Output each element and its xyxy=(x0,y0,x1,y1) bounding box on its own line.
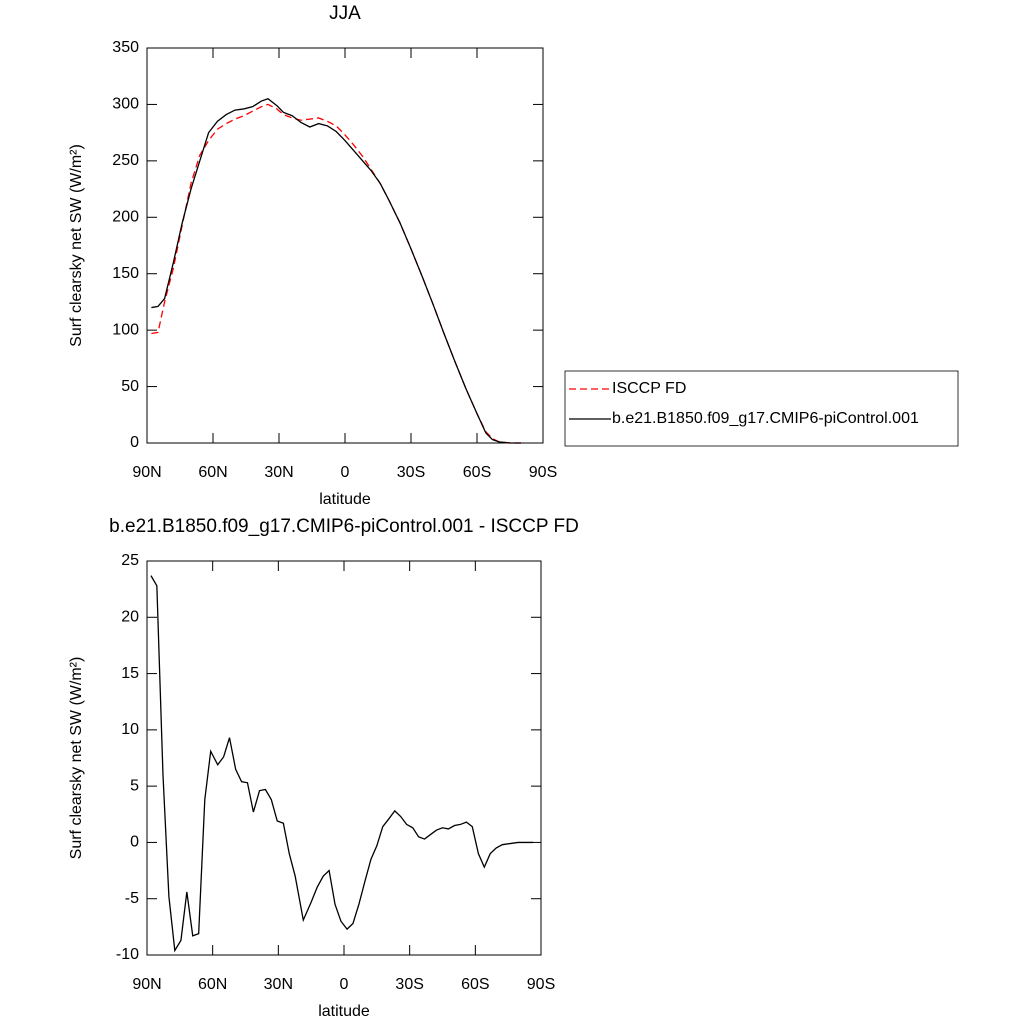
x-tick-label: 60N xyxy=(198,976,227,993)
x-tick-label: 90N xyxy=(132,464,161,481)
x-tick-label: 0 xyxy=(341,464,350,481)
x-tick-label: 30N xyxy=(264,976,293,993)
x-tick-label: 30N xyxy=(264,464,293,481)
y-tick-label: -5 xyxy=(125,890,139,907)
x-tick-label: 90S xyxy=(529,464,557,481)
data-line xyxy=(150,575,534,953)
y-tick-label: 150 xyxy=(112,265,139,282)
data-line xyxy=(151,103,521,444)
x-tick-label: 0 xyxy=(340,976,349,993)
y-tick-label: 350 xyxy=(112,39,139,56)
x-tick-label: 60S xyxy=(463,464,491,481)
y-tick-label: 0 xyxy=(130,834,139,851)
y-tick-label: 0 xyxy=(130,434,139,451)
y-tick-label: 25 xyxy=(121,552,139,569)
y-tick-label: 200 xyxy=(112,209,139,226)
x-tick-label: 30S xyxy=(397,464,425,481)
x-tick-label: 90N xyxy=(132,976,161,993)
y-tick-label: 15 xyxy=(121,665,139,682)
x-tick-label: 30S xyxy=(395,976,423,993)
title: b.e21.B1850.f09_g17.CMIP6-piControl.001 … xyxy=(109,516,579,537)
plot-frame xyxy=(146,560,542,956)
y-tick-label: 100 xyxy=(112,321,139,338)
y-tick-label: 20 xyxy=(121,609,139,626)
legend-label: ISCCP FD xyxy=(612,380,686,397)
x-axis-label: latitude xyxy=(319,491,371,508)
x-tick-label: 60N xyxy=(198,464,227,481)
y-tick-label: 300 xyxy=(112,96,139,113)
y-tick-label: 5 xyxy=(130,777,139,794)
y-tick-label: 50 xyxy=(121,378,139,395)
legend-label: b.e21.B1850.f09_g17.CMIP6-piControl.001 xyxy=(612,410,919,427)
x-tick-label: 60S xyxy=(461,976,489,993)
x-axis-label: latitude xyxy=(318,1003,370,1020)
y-tick-label: 10 xyxy=(121,721,139,738)
data-line xyxy=(151,98,521,444)
y-axis-label: Surf clearsky net SW (W/m²) xyxy=(68,657,85,860)
y-tick-label: -10 xyxy=(116,946,139,963)
x-tick-label: 90S xyxy=(527,976,555,993)
y-axis-label: Surf clearsky net SW (W/m²) xyxy=(68,144,85,347)
y-tick-label: 250 xyxy=(112,152,139,169)
plot-frame xyxy=(146,47,544,444)
legend-box xyxy=(564,370,959,447)
title: JJA xyxy=(329,3,361,24)
